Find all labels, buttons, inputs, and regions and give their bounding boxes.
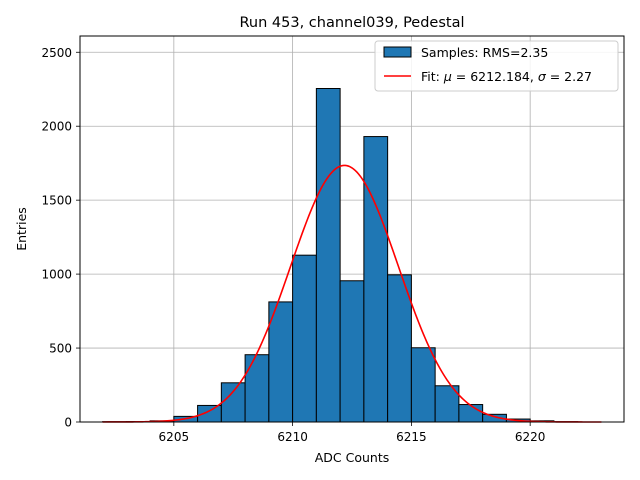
histogram-bar <box>244 354 270 423</box>
x-axis-ticks: 6205 6210 6215 6220 <box>159 422 546 444</box>
legend-box <box>374 40 619 92</box>
fit-curve <box>102 164 602 423</box>
chart-title: Run 453, channel039, Pedestal <box>239 15 464 31</box>
x-axis-label: ADC Counts <box>315 450 390 465</box>
legend-label-samples: Samples: RMS=2.35 <box>421 45 548 60</box>
histogram-bar <box>387 274 412 423</box>
y-tick-label: 1000 <box>41 268 72 282</box>
histogram-bar <box>268 301 294 423</box>
y-tick-label: 0 <box>64 416 72 430</box>
plot-frame <box>79 35 625 423</box>
x-tick-label: 6210 <box>277 430 308 444</box>
y-axis-ticks: 0 500 1000 1500 2000 2500 <box>41 46 80 430</box>
histogram-bar <box>458 404 484 423</box>
histogram-bar <box>315 88 341 423</box>
histogram-bar <box>339 280 365 423</box>
x-tick-label: 6220 <box>515 430 546 444</box>
histogram-bar <box>220 382 246 423</box>
y-tick-label: 500 <box>49 342 72 356</box>
histogram-bar <box>292 254 317 423</box>
y-tick-label: 2000 <box>41 120 72 134</box>
legend-swatch-samples <box>383 46 412 58</box>
histogram-bar <box>363 136 389 423</box>
legend: Samples: RMS=2.35 Fit: μ = 6212.184, σ =… <box>374 40 619 92</box>
y-axis-label: Entries <box>14 207 29 251</box>
y-tick-label: 1500 <box>41 194 72 208</box>
legend-label-fit: Fit: μ = 6212.184, σ = 2.27 <box>421 69 592 84</box>
histogram-bars <box>102 88 579 423</box>
y-tick-label: 2500 <box>41 46 72 60</box>
histogram-bar <box>410 347 436 423</box>
x-tick-label: 6205 <box>159 430 190 444</box>
x-tick-label: 6215 <box>396 430 427 444</box>
